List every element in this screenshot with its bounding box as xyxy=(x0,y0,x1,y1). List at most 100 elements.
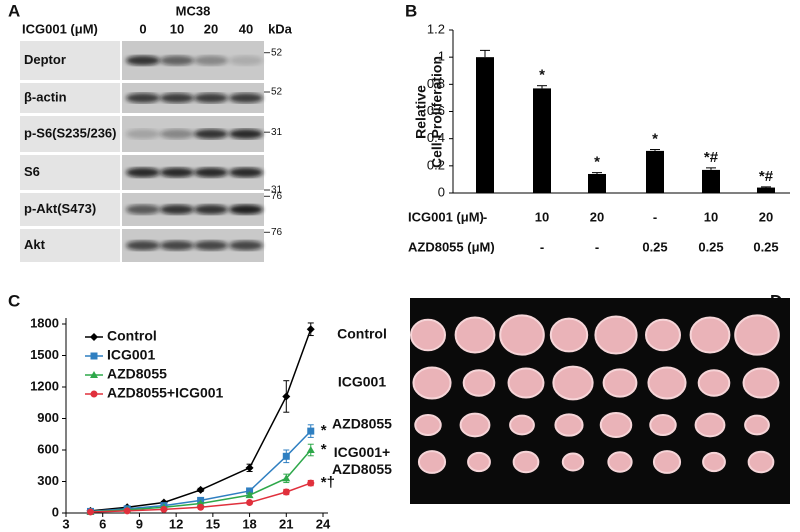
marker-label: 31 xyxy=(271,185,283,196)
tumor xyxy=(459,412,491,438)
tumor xyxy=(607,451,633,473)
band xyxy=(126,204,160,215)
annotation: * xyxy=(652,131,658,148)
y-tick-label: 1 xyxy=(438,49,445,64)
point xyxy=(90,333,98,341)
annotation: * xyxy=(321,441,327,458)
lane-label: 0 xyxy=(139,21,146,36)
y-tick-label: 1500 xyxy=(30,347,59,362)
row-label: p-S6(S235/236) xyxy=(24,125,117,140)
x-tick-label: 6 xyxy=(99,516,106,531)
band xyxy=(194,55,228,66)
point xyxy=(90,371,98,378)
point xyxy=(306,325,315,334)
x-tick-label: 9 xyxy=(136,516,143,531)
condition-value: 20 xyxy=(590,209,604,224)
tumor xyxy=(549,317,589,353)
bar xyxy=(757,187,775,193)
tumor xyxy=(462,369,496,397)
tumor xyxy=(410,318,446,352)
y-tick-label: 0.2 xyxy=(427,157,445,172)
label-cell xyxy=(20,229,120,262)
band xyxy=(160,55,194,66)
condition-value: 0.25 xyxy=(698,239,723,254)
condition-value: 0.25 xyxy=(642,239,667,254)
tumor xyxy=(694,412,726,438)
band xyxy=(126,55,160,66)
label-cell xyxy=(20,41,120,80)
row-label: Akt xyxy=(24,237,46,252)
annotation: * xyxy=(594,154,600,171)
point xyxy=(246,487,254,495)
x-tick-label: 15 xyxy=(206,516,220,531)
blot-title: MC38 xyxy=(176,3,211,18)
band xyxy=(194,204,228,215)
tumor xyxy=(649,413,677,437)
tumor xyxy=(454,316,496,354)
tumor xyxy=(467,451,491,473)
row-label: ICG001 xyxy=(338,374,386,390)
point xyxy=(197,503,205,511)
band xyxy=(126,93,160,103)
treatment-label: ICG001 (μM) xyxy=(22,21,98,36)
y-tick-label: 0.6 xyxy=(427,103,445,118)
band xyxy=(126,240,160,251)
tumor xyxy=(512,450,540,474)
y-tick-label: 900 xyxy=(37,410,59,425)
tumor xyxy=(561,452,585,472)
point xyxy=(282,488,290,496)
y-tick-label: 600 xyxy=(37,441,59,456)
legend-label: ICG001 xyxy=(107,347,155,363)
annotation: *† xyxy=(321,474,335,491)
tumor xyxy=(647,366,687,400)
marker-label: 76 xyxy=(271,227,283,238)
y-tick-label: 0 xyxy=(438,184,445,199)
band xyxy=(160,129,194,139)
point xyxy=(307,479,315,487)
x-tick-label: 12 xyxy=(169,516,183,531)
bar xyxy=(588,173,606,193)
tumor xyxy=(645,318,681,352)
row-label: Control xyxy=(337,326,387,342)
row-label: Deptor xyxy=(24,52,66,67)
point xyxy=(90,352,98,360)
condition-value: 10 xyxy=(704,209,718,224)
point xyxy=(196,485,205,494)
row-label: p-Akt(S473) xyxy=(24,201,96,216)
condition-value: 10 xyxy=(535,209,549,224)
lane-label: 10 xyxy=(170,21,184,36)
condition-value: - xyxy=(653,209,657,224)
band xyxy=(160,93,194,103)
marker-label: 52 xyxy=(271,87,283,98)
band xyxy=(229,55,263,66)
condition-value: - xyxy=(483,239,487,254)
point xyxy=(123,507,131,515)
annotation: *# xyxy=(759,168,774,185)
y-tick-label: 1800 xyxy=(30,315,59,330)
band xyxy=(229,129,263,139)
tumor xyxy=(652,450,682,474)
band xyxy=(229,240,263,251)
bar xyxy=(533,88,551,193)
point xyxy=(306,446,315,453)
lane-label: 20 xyxy=(204,21,218,36)
condition-value: - xyxy=(540,239,544,254)
condition-label: ICG001 (μM) xyxy=(408,209,484,224)
row-label: AZD8055 xyxy=(332,416,392,432)
annotation: * xyxy=(539,67,545,84)
legend-label: AZD8055 xyxy=(107,366,167,382)
band xyxy=(160,240,194,251)
label-cell xyxy=(20,155,120,190)
y-tick-label: 300 xyxy=(37,473,59,488)
y-tick-label: 0 xyxy=(52,504,59,519)
point xyxy=(160,505,168,513)
bar xyxy=(646,150,664,193)
band xyxy=(194,167,228,178)
point xyxy=(282,452,290,460)
unit-label: kDa xyxy=(268,21,293,36)
condition-value: - xyxy=(483,209,487,224)
panel-label: C xyxy=(8,291,20,310)
legend-label: AZD8055+ICG001 xyxy=(107,385,224,401)
x-tick-label: 18 xyxy=(242,516,256,531)
